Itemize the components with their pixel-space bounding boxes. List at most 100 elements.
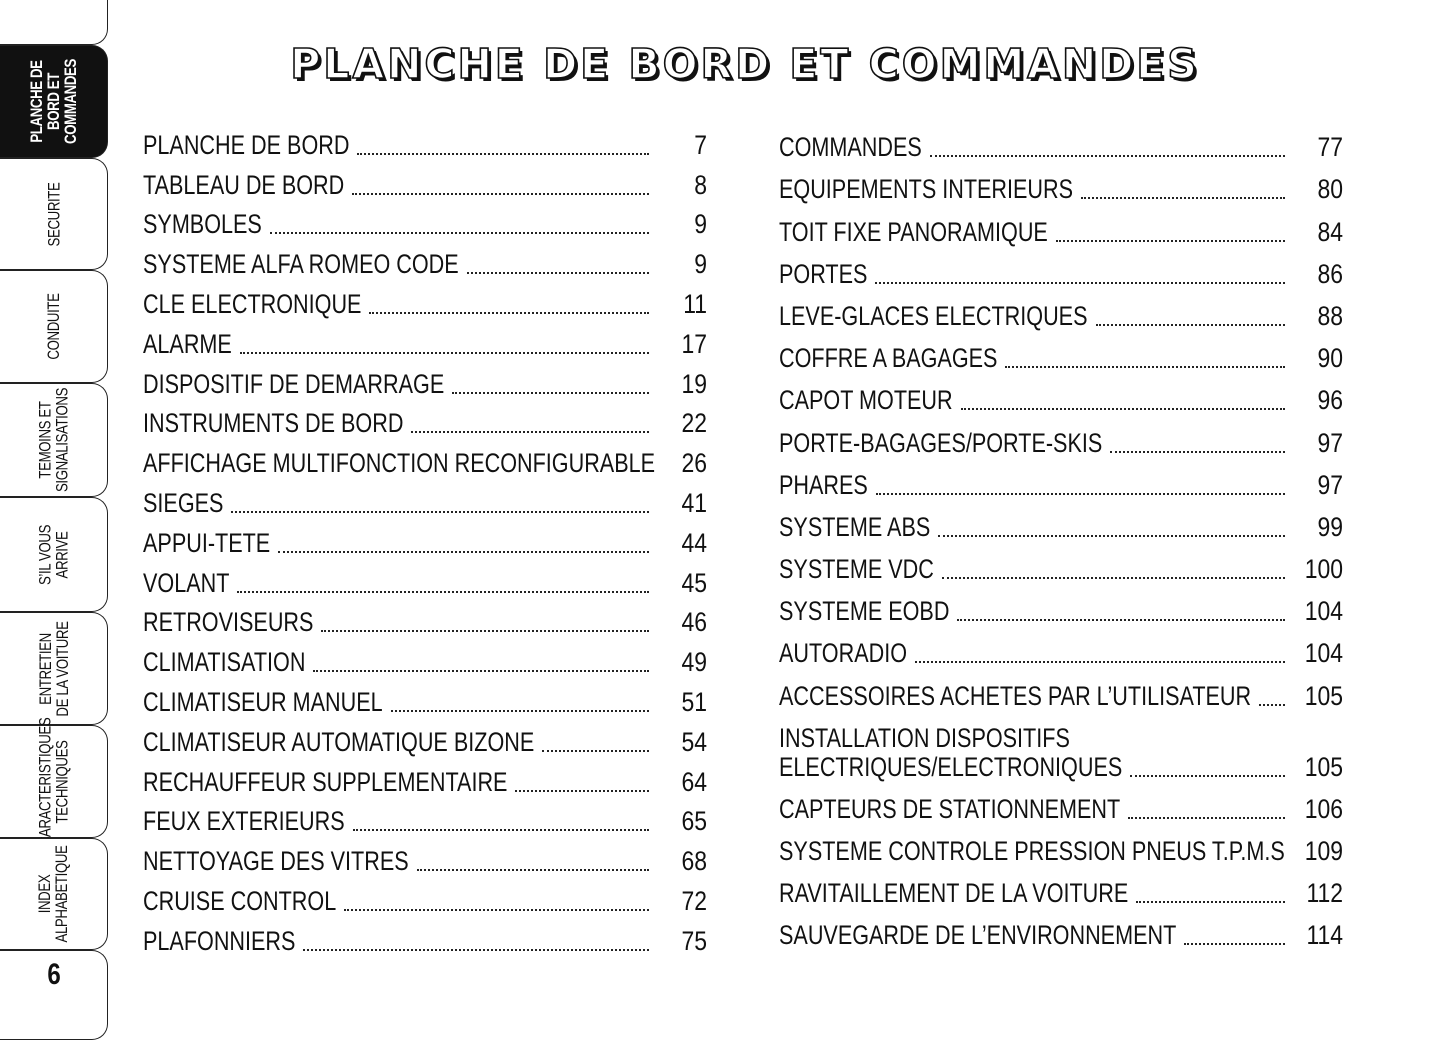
toc-entry-page: 26 xyxy=(681,448,707,479)
toc-entry[interactable]: ACCESSOIRES ACHETES PAR L’UTILISATEUR 105 xyxy=(779,668,1343,711)
toc-entry-page: 77 xyxy=(1317,132,1343,163)
toc-entry[interactable]: CRUISE CONTROL 72 xyxy=(143,876,707,916)
dot-leader xyxy=(1128,816,1285,819)
toc-entry[interactable]: PORTE-BAGAGES/PORTE-SKIS 97 xyxy=(779,415,1343,458)
chapter-tab-label: CARACTERISTIQUES TECHNIQUES xyxy=(35,717,72,846)
toc-entry-page: 100 xyxy=(1304,554,1343,585)
toc-entry[interactable]: SYSTEME ALFA ROMEO CODE 9 xyxy=(143,239,707,279)
chapter-tab-label: TEMOINS ET SIGNALISATIONS xyxy=(35,387,72,493)
toc-entry[interactable]: CAPTEURS DE STATIONNEMENT 106 xyxy=(779,782,1343,824)
toc-entry-label: INSTALLATION DISPOSITIFS xyxy=(779,722,1070,753)
toc-entry[interactable]: PORTES 86 xyxy=(779,247,1343,289)
toc-entry-page: 44 xyxy=(681,527,707,558)
chapter-tab[interactable]: PLANCHE DE BORD ET COMMANDES xyxy=(0,45,108,158)
toc-entry-page: 105 xyxy=(1304,680,1343,711)
toc-entry-label: RECHAUFFEUR SUPPLEMENTAIRE xyxy=(143,766,508,797)
toc-entry[interactable]: INSTALLATION DISPOSITIFS ELECTRIQUES/ELEC… xyxy=(779,711,1343,782)
toc-right-column: COMMANDES 77 EQUIPEMENTS INTERIEURS 80 TOIT … xyxy=(779,120,1343,950)
toc-entry-label: PLANCHE DE BORD xyxy=(143,129,350,160)
toc-entry[interactable]: RECHAUFFEUR SUPPLEMENTAIRE 64 xyxy=(143,757,707,797)
toc-entry-page: 9 xyxy=(694,209,707,240)
toc-entry[interactable]: TOIT FIXE PANORAMIQUE 84 xyxy=(779,204,1343,247)
dot-leader xyxy=(352,192,649,195)
toc-entry[interactable]: SIEGES 41 xyxy=(143,478,707,518)
toc-entry[interactable]: PLANCHE DE BORD 7 xyxy=(143,120,707,160)
toc-entry-label: SYSTEME ABS xyxy=(779,511,931,542)
dot-leader xyxy=(875,492,1285,495)
toc-entry[interactable]: SYSTEME CONTROLE PRESSION PNEUS T.P.M.S 1… xyxy=(779,824,1343,866)
chapter-tab[interactable]: S’IL VOUS ARRIVE xyxy=(0,497,108,612)
toc-entry[interactable]: SYMBOLES 9 xyxy=(143,200,707,240)
chapter-tab-label: CONDUITE xyxy=(44,293,63,360)
toc-entry-label: SYSTEME ALFA ROMEO CODE xyxy=(143,249,459,280)
toc-entry[interactable]: DISPOSITIF DE DEMARRAGE 19 xyxy=(143,359,707,399)
dot-leader xyxy=(542,749,649,752)
toc-entry[interactable]: SYSTEME EOBD 104 xyxy=(779,584,1343,626)
toc-entry-page: 75 xyxy=(681,925,707,956)
toc-entry-page: 46 xyxy=(681,607,707,638)
dot-leader xyxy=(357,152,649,155)
toc-entry-label: CLE ELECTRONIQUE xyxy=(143,288,362,319)
chapter-tab[interactable]: TEMOINS ET SIGNALISATIONS xyxy=(0,383,108,497)
toc-entry[interactable]: CLIMATISEUR AUTOMATIQUE BIZONE 54 xyxy=(143,717,707,757)
chapter-tab[interactable]: ENTRETIEN DE LA VOITURE xyxy=(0,612,108,725)
toc-left-column: PLANCHE DE BORD 7 TABLEAU DE BORD 8 SYMBOLES… xyxy=(143,120,707,956)
toc-entry-page: 7 xyxy=(694,129,707,160)
toc-entry-page: 97 xyxy=(1317,469,1343,500)
dot-leader xyxy=(1259,703,1285,706)
toc-entry[interactable]: PHARES 97 xyxy=(779,458,1343,500)
toc-entry[interactable]: AFFICHAGE MULTIFONCTION RECONFIGURABLE 26 xyxy=(143,438,707,478)
page-number: 6 xyxy=(47,958,61,991)
toc-entry-page: 114 xyxy=(1306,920,1343,951)
dot-leader xyxy=(875,281,1285,284)
toc-entry-label: COMMANDES xyxy=(779,132,922,163)
toc-entry[interactable]: TABLEAU DE BORD 8 xyxy=(143,160,707,200)
dot-leader xyxy=(1081,197,1285,200)
toc-entry[interactable]: EQUIPEMENTS INTERIEURS 80 xyxy=(779,162,1343,204)
toc-entry[interactable]: APPUI-TETE 44 xyxy=(143,518,707,558)
toc-entry-label: TOIT FIXE PANORAMIQUE xyxy=(779,216,1048,247)
toc-entry[interactable]: NETTOYAGE DES VITRES 68 xyxy=(143,836,707,876)
dot-leader xyxy=(278,550,649,553)
dot-leader xyxy=(1184,943,1285,946)
chapter-tab[interactable]: CONDUITE xyxy=(0,270,108,383)
toc-entry[interactable]: CLIMATISEUR MANUEL 51 xyxy=(143,677,707,717)
toc-entry[interactable]: RAVITAILLEMENT DE LA VOITURE 112 xyxy=(779,866,1343,908)
toc-entry[interactable]: FEUX EXTERIEURS 65 xyxy=(143,797,707,836)
dot-leader xyxy=(960,408,1285,411)
toc-entry-page: 54 xyxy=(681,726,707,757)
toc-entry[interactable]: ALARME 17 xyxy=(143,319,707,359)
toc-entry-label: AFFICHAGE MULTIFONCTION RECONFIGURABLE xyxy=(143,448,656,479)
dot-leader xyxy=(929,155,1285,158)
toc-entry-label: INSTRUMENTS DE BORD xyxy=(143,408,404,439)
toc-entry[interactable]: SAUVEGARDE DE L’ENVIRONNEMENT 114 xyxy=(779,908,1343,950)
toc-entry-label: LEVE-GLACES ELECTRIQUES xyxy=(779,300,1088,331)
toc-entry-page: 105 xyxy=(1304,751,1343,782)
toc-entry-label: VOLANT xyxy=(143,567,230,598)
toc-entry[interactable]: COFFRE A BAGAGES 90 xyxy=(779,331,1343,373)
dot-leader xyxy=(303,948,649,951)
toc-entry[interactable]: SYSTEME VDC 100 xyxy=(779,542,1343,584)
toc-entry-label: EQUIPEMENTS INTERIEURS xyxy=(779,174,1074,205)
dot-leader xyxy=(411,431,649,434)
toc-entry[interactable]: SYSTEME ABS 99 xyxy=(779,500,1343,542)
chapter-tab[interactable]: SECURITE xyxy=(0,158,108,270)
toc-entry[interactable]: PLAFONNIERS 75 xyxy=(143,916,707,956)
toc-entry-label: TABLEAU DE BORD xyxy=(143,169,345,200)
toc-entry-label: CLIMATISEUR AUTOMATIQUE BIZONE xyxy=(143,726,535,757)
toc-entry[interactable]: CLE ELECTRONIQUE 11 xyxy=(143,279,707,319)
dot-leader xyxy=(915,661,1285,664)
chapter-tab[interactable]: CARACTERISTIQUES TECHNIQUES xyxy=(0,717,108,846)
chapter-tab-label: SECURITE xyxy=(44,182,63,246)
toc-entry[interactable]: CLIMATISATION 49 xyxy=(143,637,707,677)
toc-entry-page: 64 xyxy=(681,766,707,797)
toc-entry[interactable]: CAPOT MOTEUR 96 xyxy=(779,373,1343,415)
toc-entry[interactable]: AUTORADIO 104 xyxy=(779,626,1343,668)
toc-entry[interactable]: RETROVISEURS 46 xyxy=(143,598,707,638)
toc-entry[interactable]: LEVE-GLACES ELECTRIQUES 88 xyxy=(779,289,1343,331)
chapter-tab[interactable]: INDEX ALPHABETIQUE xyxy=(0,838,108,950)
chapter-tabs: 6 PLANCHE DE BORD ET COMMANDES SECURITE CO… xyxy=(0,0,110,1040)
toc-entry[interactable]: VOLANT 45 xyxy=(143,558,707,598)
toc-entry[interactable]: COMMANDES 77 xyxy=(779,120,1343,162)
toc-entry[interactable]: INSTRUMENTS DE BORD 22 xyxy=(143,399,707,439)
